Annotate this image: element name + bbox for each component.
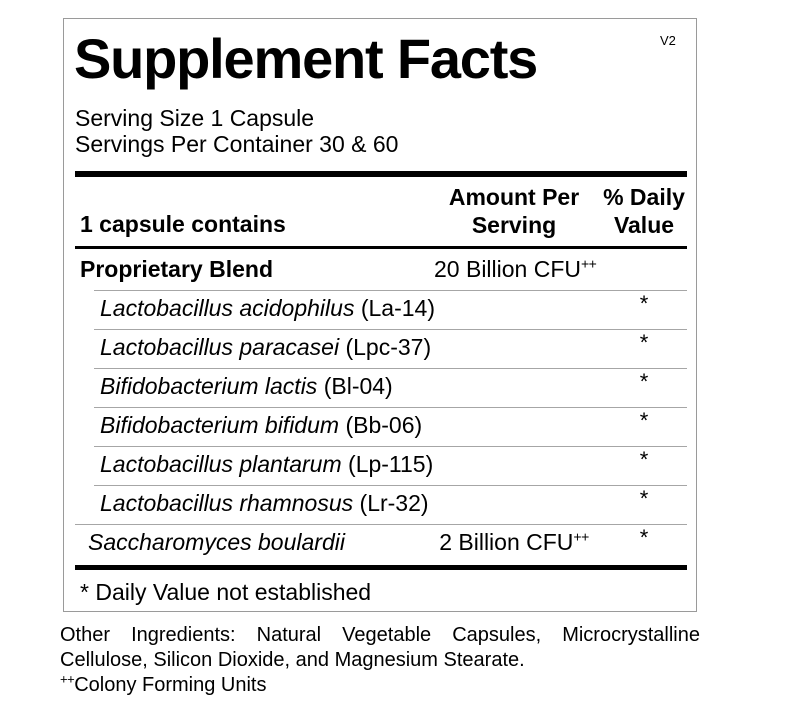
row-ingredient-name: Bifidobacterium bifidum (Bb-06) (100, 412, 423, 438)
row-amount-per-serving: 20 Billion CFU++ (434, 255, 597, 282)
row-ingredient-name: Lactobacillus paracasei (Lpc-37) (100, 334, 432, 360)
column-header-amount-line2: Serving (471, 212, 557, 238)
header-top-rule (75, 171, 687, 177)
row-strain-code: (Bb-06) (345, 412, 423, 438)
cfu-footnote: ++Colony Forming Units (60, 671, 700, 698)
row-separator (94, 290, 687, 291)
row-daily-value: * (639, 291, 649, 316)
column-header-contains: 1 capsule contains (80, 211, 286, 237)
panel-inner: Supplement Facts V2 Serving Size 1 Capsu… (72, 19, 690, 611)
row-strain-code: (Bl-04) (323, 373, 393, 399)
row-daily-value: * (639, 330, 649, 355)
supplement-facts-panel: Supplement Facts V2 Serving Size 1 Capsu… (63, 18, 697, 612)
row-strain-code: (La-14) (360, 295, 435, 321)
cfu-footnote-superscript: ++ (60, 671, 75, 687)
row-ingredient-name: Lactobacillus plantarum (Lp-115) (100, 451, 434, 477)
panel-title-row: Supplement Facts V2 (72, 26, 690, 94)
row-amount-per-serving: 2 Billion CFU++ (439, 528, 589, 555)
row-daily-value: * (639, 525, 649, 550)
table-row: Lactobacillus paracasei (Lpc-37) * (72, 329, 690, 365)
serving-size-text: Serving Size 1 Capsule (75, 105, 315, 131)
row-ingredient-name: Saccharomyces boulardii (88, 529, 345, 555)
row-daily-value: * (639, 369, 649, 394)
column-header-daily-value: % Daily Value (600, 183, 688, 239)
title-version-superscript: V2 (660, 33, 676, 48)
footer-text-block: Other Ingredients: Natural Vegetable Cap… (60, 623, 700, 698)
row-separator (75, 524, 687, 525)
table-row: Lactobacillus plantarum (Lp-115) * (72, 446, 690, 482)
table-row: Bifidobacterium lactis (Bl-04) * (72, 368, 690, 404)
row-strain-code: (Lpc-37) (345, 334, 432, 360)
table-row: Lactobacillus acidophilus (La-14) * (72, 290, 690, 326)
table-row: Saccharomyces boulardii 2 Billion CFU++ * (72, 524, 690, 560)
column-header-amount-line1: Amount Per (448, 184, 580, 210)
daily-value-footnote: * Daily Value not established (80, 579, 372, 605)
row-ingredient-name: Proprietary Blend (80, 256, 273, 282)
row-separator (94, 329, 687, 330)
table-row: Lactobacillus rhamnosus (Lr-32) * (72, 485, 690, 521)
page-title: Supplement Facts (74, 27, 538, 90)
row-separator (94, 407, 687, 408)
table-row: Proprietary Blend 20 Billion CFU++ (72, 251, 690, 287)
row-ingredient-name: Bifidobacterium lactis (Bl-04) (100, 373, 393, 399)
row-amount-superscript: ++ (581, 255, 597, 272)
row-separator (94, 368, 687, 369)
row-ingredient-name: Lactobacillus rhamnosus (Lr-32) (100, 490, 429, 516)
row-separator (94, 485, 687, 486)
servings-per-container-text: Servings Per Container 30 & 60 (75, 131, 399, 157)
column-header-dv-line2: Value (613, 212, 675, 238)
column-header-amount-per-serving: Amount Per Serving (434, 183, 594, 239)
row-daily-value: * (639, 408, 649, 433)
row-daily-value: * (639, 447, 649, 472)
header-bottom-rule (75, 246, 687, 249)
other-ingredients-text: Other Ingredients: Natural Vegetable Cap… (60, 624, 700, 671)
row-daily-value: * (639, 486, 649, 511)
table-row: Bifidobacterium bifidum (Bb-06) * (72, 407, 690, 443)
row-separator (94, 446, 687, 447)
column-header-dv-line1: % Daily (603, 184, 685, 210)
row-ingredient-name: Lactobacillus acidophilus (La-14) (100, 295, 435, 321)
row-amount-superscript: ++ (573, 528, 589, 545)
row-strain-code: (Lr-32) (359, 490, 429, 516)
table-bottom-rule (75, 565, 687, 570)
cfu-footnote-label: Colony Forming Units (74, 674, 267, 696)
row-strain-code: (Lp-115) (348, 451, 434, 477)
